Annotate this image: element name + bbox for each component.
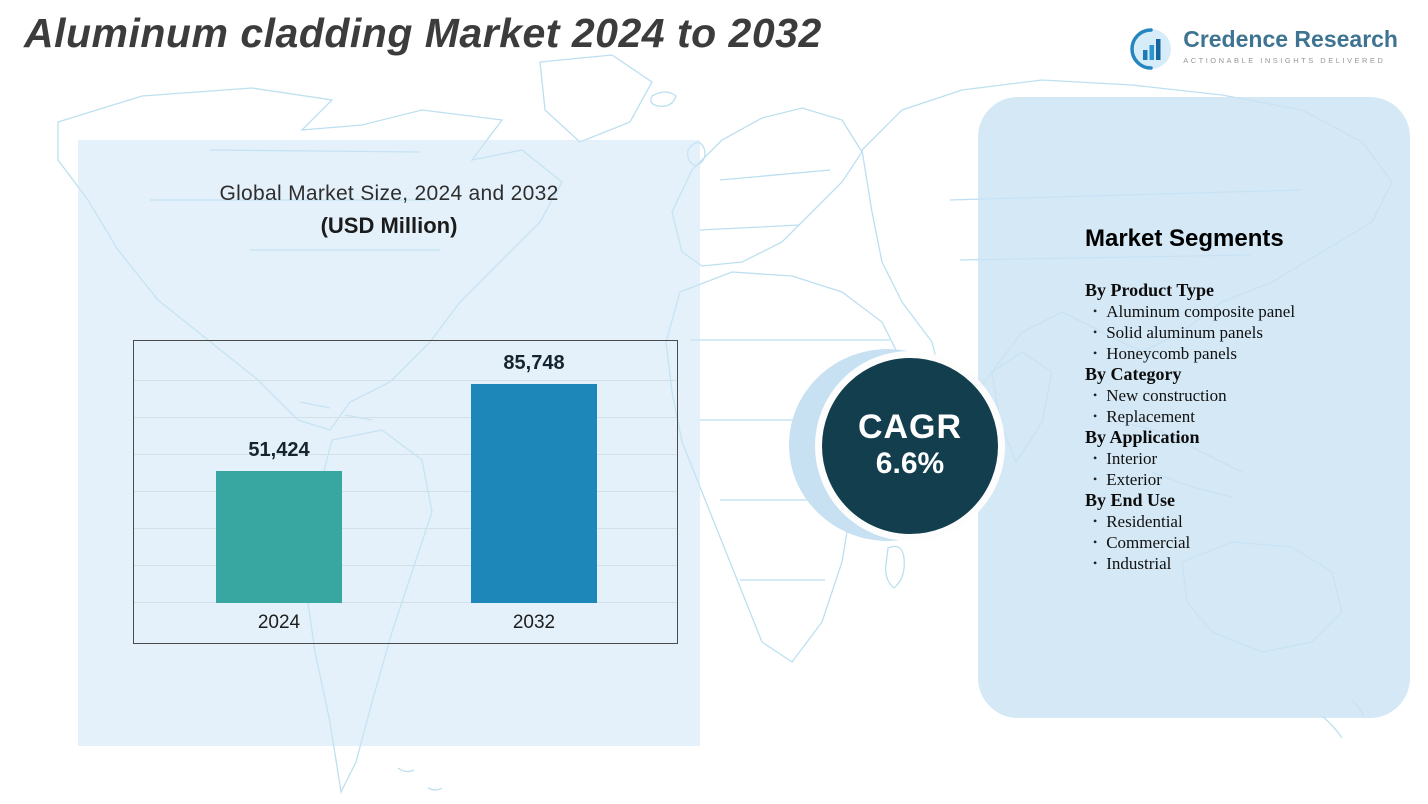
chart-title: Global Market Size, 2024 and 2032 [219, 182, 559, 205]
bullet-icon: • [1093, 556, 1098, 570]
bullet-icon: • [1093, 325, 1098, 339]
segment-item: • Honeycomb panels [1093, 344, 1237, 363]
segment-group-label: By Category [1085, 364, 1182, 384]
logo-bar-chart-icon [1130, 28, 1172, 70]
chart-subtitle: (USD Million) [320, 213, 458, 238]
segment-group-label: By Application [1085, 427, 1200, 447]
segment-item: • Interior [1093, 449, 1158, 468]
bullet-icon: • [1093, 304, 1098, 318]
market-segments-content: Market Segments By Product Type • Aluminu… [1085, 225, 1384, 574]
bullet-icon: • [1093, 535, 1098, 549]
market-size-panel: Global Market Size, 2024 and 2032 (USD M… [78, 140, 700, 746]
segment-group-label: By Product Type [1085, 280, 1215, 300]
segment-group-application: By Application • Interior • Exterior [1085, 427, 1384, 490]
market-segments-title: Market Segments [1085, 225, 1284, 252]
segment-item: • New construction [1093, 386, 1227, 405]
cagr-value: 6.6% [875, 446, 945, 480]
chart-plot: 51,424 85,748 [134, 352, 677, 603]
segment-group-end-use: By End Use • Residential • Commercial • Ind… [1085, 490, 1384, 574]
segment-item: • Commercial [1093, 533, 1191, 552]
bar-2032 [471, 384, 597, 603]
segment-group-product-type: By Product Type • Aluminum composite pane… [1085, 280, 1384, 364]
market-segments-panel: Market Segments By Product Type • Aluminu… [978, 97, 1410, 718]
x-axis-label-2032: 2032 [512, 612, 556, 633]
bullet-icon: • [1093, 451, 1098, 465]
logo-tagline: ACTIONABLE INSIGHTS DELIVERED [1183, 56, 1386, 65]
bullet-icon: • [1093, 514, 1098, 528]
bar-value-2032: 85,748 [503, 352, 565, 374]
logo-name: Credence Research [1183, 26, 1398, 52]
segment-item: • Aluminum composite panel [1093, 302, 1296, 321]
cagr-badge: CAGR 6.6% [815, 351, 1005, 541]
segment-item: • Replacement [1093, 407, 1195, 426]
segment-item: • Exterior [1093, 470, 1162, 489]
segment-group-label: By End Use [1085, 490, 1176, 510]
bar-value-2024: 51,424 [248, 439, 310, 461]
credence-research-logo: Credence Research ACTIONABLE INSIGHTS DE… [1128, 26, 1398, 72]
bullet-icon: • [1093, 472, 1098, 486]
bullet-icon: • [1093, 346, 1098, 360]
segment-item: • Residential [1093, 512, 1183, 531]
x-axis-label-2024: 2024 [257, 612, 301, 633]
bar-2024 [216, 471, 342, 603]
segment-group-category: By Category • New construction • Replaceme… [1085, 364, 1384, 427]
bar-chart: 51,424 85,748 2024 2032 [133, 340, 678, 644]
segment-item: • Industrial [1093, 554, 1172, 573]
bullet-icon: • [1093, 409, 1098, 423]
page-title: Aluminum cladding Market 2024 to 2032 [24, 10, 822, 56]
bullet-icon: • [1093, 388, 1098, 402]
chart-heading: Global Market Size, 2024 and 2032 (USD M… [78, 182, 700, 239]
cagr-label: CAGR [857, 408, 963, 447]
segment-item: • Solid aluminum panels [1093, 323, 1263, 342]
